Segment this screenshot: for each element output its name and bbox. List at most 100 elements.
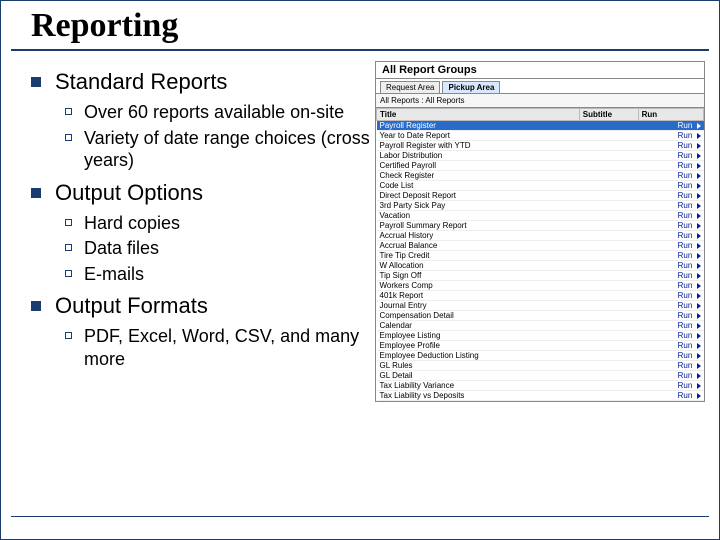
table-row[interactable]: Workers Comp Run [377,281,704,291]
run-link[interactable]: Run [638,391,703,401]
play-icon [697,383,701,389]
report-title-cell: 3rd Party Sick Pay [377,201,580,211]
report-title-cell: Vacation [377,211,580,221]
report-title-cell: Employee Listing [377,331,580,341]
report-title-cell: Tip Sign Off [377,271,580,281]
table-row[interactable]: Certified Payroll Run [377,161,704,171]
table-row[interactable]: Check RegisterRun [377,171,704,181]
run-link[interactable]: Run [638,121,703,131]
report-subtitle-cell [579,271,638,281]
table-row[interactable]: Vacation Run [377,211,704,221]
run-link[interactable]: Run [638,211,703,221]
bullet-heading: Standard Reports [55,69,227,95]
run-link[interactable]: Run [638,351,703,361]
report-title-cell: Workers Comp [377,281,580,291]
run-link[interactable]: Run [638,291,703,301]
table-row[interactable]: GL Detail Run [377,371,704,381]
report-title-cell: Direct Deposit Report [377,191,580,201]
play-icon [697,173,701,179]
table-row[interactable]: Tax Liability VarianceRun [377,381,704,391]
table-row[interactable]: Payroll Summary ReportRun [377,221,704,231]
run-link[interactable]: Run [638,331,703,341]
hollow-square-icon [65,219,72,226]
run-link[interactable]: Run [638,241,703,251]
run-link[interactable]: Run [638,131,703,141]
play-icon [697,223,701,229]
table-row[interactable]: W AllocationRun [377,261,704,271]
table-row[interactable]: CalendarRun [377,321,704,331]
divider [11,516,709,517]
run-link[interactable]: Run [638,221,703,231]
report-subtitle-cell [579,201,638,211]
table-row[interactable]: Employee Profile Run [377,341,704,351]
run-link[interactable]: Run [638,191,703,201]
run-link[interactable]: Run [638,181,703,191]
table-row[interactable]: Accrual HistoryRun [377,231,704,241]
tab-request-area[interactable]: Request Area [380,81,440,93]
window-title: All Report Groups [375,61,705,79]
table-row[interactable]: Direct Deposit Report Run [377,191,704,201]
run-link[interactable]: Run [638,261,703,271]
report-title-cell: Employee Profile [377,341,580,351]
play-icon [697,243,701,249]
slide-title: Reporting [31,7,689,45]
table-row[interactable]: 401k ReportRun [377,291,704,301]
table-row[interactable]: Compensation Detail Run [377,311,704,321]
report-title-cell: Certified Payroll [377,161,580,171]
table-row[interactable]: Accrual BalanceRun [377,241,704,251]
table-row[interactable]: Tip Sign Off Run [377,271,704,281]
run-link[interactable]: Run [638,161,703,171]
run-link[interactable]: Run [638,321,703,331]
run-link[interactable]: Run [638,231,703,241]
run-link[interactable]: Run [638,341,703,351]
table-row[interactable]: Year to Date Report Run [377,131,704,141]
report-title-cell: Journal Entry [377,301,580,311]
play-icon [697,293,701,299]
run-link[interactable]: Run [638,141,703,151]
table-row[interactable]: Code List Run [377,181,704,191]
square-bullet-icon [31,188,41,198]
report-title-cell: GL Detail [377,371,580,381]
run-link[interactable]: Run [638,281,703,291]
play-icon [697,303,701,309]
run-link[interactable]: Run [638,201,703,211]
run-link[interactable]: Run [638,251,703,261]
run-link[interactable]: Run [638,361,703,371]
col-header-run[interactable]: Run [638,109,703,121]
report-subtitle-cell [579,301,638,311]
run-link[interactable]: Run [638,301,703,311]
table-row[interactable]: Tire Tip CreditRun [377,251,704,261]
play-icon [697,343,701,349]
run-link[interactable]: Run [638,271,703,281]
play-icon [697,283,701,289]
table-row[interactable]: Journal Entry Run [377,301,704,311]
report-subtitle-cell [579,171,638,181]
col-header-subtitle[interactable]: Subtitle [579,109,638,121]
run-link[interactable]: Run [638,151,703,161]
bullet-text: E-mails [84,263,144,286]
table-row[interactable]: Employee Listing Run [377,331,704,341]
table-row[interactable]: Employee Deduction ListingRun [377,351,704,361]
run-link[interactable]: Run [638,171,703,181]
table-row[interactable]: 3rd Party Sick Pay Run [377,201,704,211]
table-row[interactable]: Tax Liability vs Deposits Run [377,391,704,401]
table-row[interactable]: Payroll Register with YTDRun [377,141,704,151]
run-link[interactable]: Run [638,381,703,391]
play-icon [697,183,701,189]
report-title-cell: Compensation Detail [377,311,580,321]
report-title-cell: Tax Liability vs Deposits [377,391,580,401]
play-icon [697,263,701,269]
table-row[interactable]: Payroll RegisterRun [377,121,704,131]
report-subtitle-cell [579,311,638,321]
play-icon [697,253,701,259]
run-link[interactable]: Run [638,371,703,381]
report-title-cell: Year to Date Report [377,131,580,141]
report-title-cell: Code List [377,181,580,191]
table-row[interactable]: Labor DistributionRun [377,151,704,161]
col-header-title[interactable]: Title [377,109,580,121]
tab-pickup-area[interactable]: Pickup Area [442,81,500,93]
report-subtitle-cell [579,161,638,171]
table-row[interactable]: GL RulesRun [377,361,704,371]
hollow-square-icon [65,108,72,115]
run-link[interactable]: Run [638,311,703,321]
